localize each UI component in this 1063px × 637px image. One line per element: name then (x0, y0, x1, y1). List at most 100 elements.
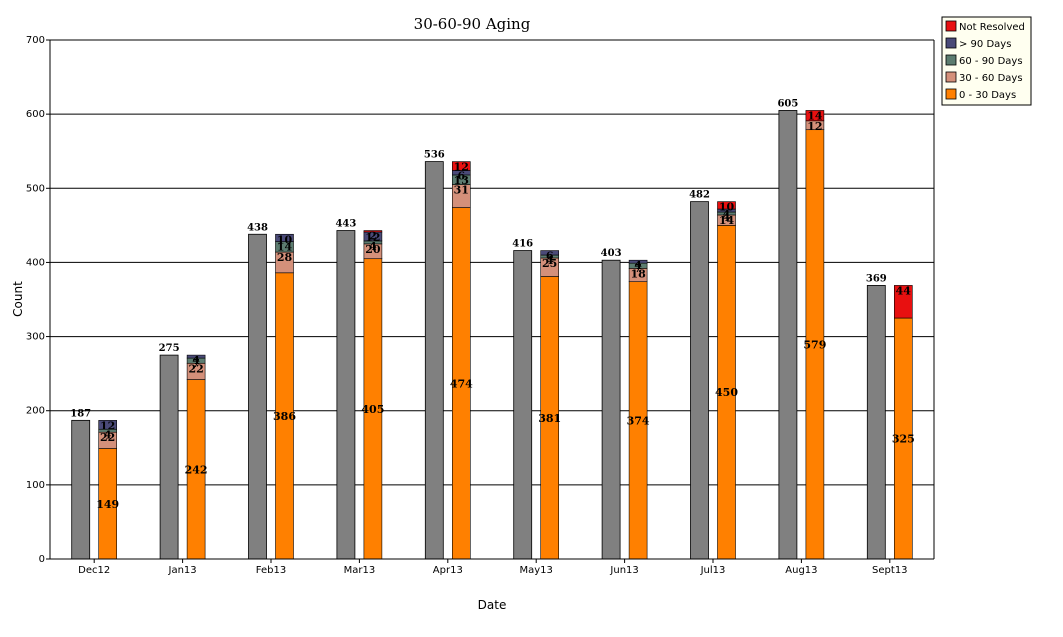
y-tick-label: 400 (26, 257, 45, 268)
segment-value-label: 4 (723, 208, 731, 221)
segment-value-label: 4 (546, 254, 554, 267)
x-tick-label: Apr13 (433, 565, 463, 576)
total-bar (424, 161, 444, 560)
x-tick-label: Jun13 (609, 565, 638, 576)
legend-swatch (945, 88, 957, 100)
legend-label: Not Resolved (959, 22, 1025, 33)
stack-segment (363, 230, 383, 233)
x-axis-label: Date (478, 598, 507, 612)
segment-value-label: 4 (104, 428, 112, 441)
legend-label: 60 - 90 Days (959, 56, 1023, 67)
segment-value-label: 44 (896, 284, 912, 297)
legend-label: > 90 Days (959, 39, 1011, 50)
total-bar-label: 438 (247, 222, 268, 233)
legend-swatch (945, 71, 957, 83)
x-tick-label: Mar13 (344, 565, 376, 576)
legend-swatch (945, 54, 957, 66)
segment-value-label: 12 (454, 161, 469, 174)
total-bar (866, 285, 886, 560)
segment-value-label: 4 (192, 354, 200, 367)
y-tick-label: 0 (39, 554, 45, 565)
segment-value-label: 6 (546, 250, 554, 263)
stack-segment (540, 250, 560, 256)
x-tick-label: Aug13 (785, 565, 817, 576)
x-tick-label: Jul13 (700, 565, 726, 576)
segment-value-label: 374 (627, 414, 650, 427)
segment-value-label: 12 (807, 120, 822, 133)
segment-value-label: 10 (719, 201, 735, 214)
segment-value-label: 14 (719, 214, 735, 227)
total-bar-label: 403 (601, 248, 622, 259)
segment-value-label: 20 (365, 243, 381, 256)
y-axis-label: Count (11, 281, 25, 317)
total-bar (71, 419, 91, 560)
segment-value-label: 2 (369, 230, 377, 243)
x-tick-label: Sept13 (872, 565, 908, 576)
y-tick-label: 200 (26, 406, 45, 417)
segment-value-label: 10 (277, 233, 293, 246)
stack-segment (451, 161, 471, 171)
stack-segment (98, 420, 117, 430)
segment-value-label: 149 (96, 498, 119, 511)
segment-value-label: 22 (100, 431, 115, 444)
segment-value-label: 13 (454, 174, 469, 187)
y-tick-label: 500 (26, 183, 45, 194)
x-tick-label: Dec12 (78, 565, 110, 576)
total-bar-label: 369 (866, 273, 887, 284)
total-bar (601, 259, 621, 560)
x-tick-label: May13 (519, 565, 552, 576)
gridlines (50, 39, 934, 559)
total-bar-label: 482 (689, 190, 710, 201)
total-bar (690, 201, 709, 560)
segment-value-label: 22 (188, 362, 203, 375)
segment-value-label: 12 (365, 231, 380, 244)
stack-segment (628, 259, 648, 264)
total-bar-label: 605 (777, 98, 798, 109)
segment-value-label: 4 (634, 259, 642, 272)
segment-value-label: 18 (630, 267, 646, 280)
total-bar-label: 416 (512, 239, 533, 250)
total-bar (513, 250, 533, 560)
y-tick-label: 100 (26, 480, 45, 491)
total-bar-label: 187 (70, 408, 91, 419)
segment-value-label: 6 (457, 169, 465, 182)
y-tick-label: 700 (26, 35, 45, 46)
segment-value-label: 474 (450, 377, 473, 390)
segment-value-label: 7 (192, 357, 200, 370)
chart-title: 30-60-90 Aging (414, 15, 531, 33)
total-bar (159, 354, 179, 560)
legend-box (941, 16, 1032, 106)
stack-segment (893, 285, 913, 319)
total-bar-label: 536 (424, 150, 445, 161)
y-tick-label: 300 (26, 332, 45, 343)
segment-value-label: 579 (803, 338, 826, 351)
segment-value-label: 4 (723, 211, 731, 224)
x-tick-label: Feb13 (256, 565, 286, 576)
segment-value-label: 14 (807, 109, 823, 122)
total-bar-label: 275 (159, 343, 180, 354)
bars: 1871492241227524222744383862814104434052… (70, 98, 915, 560)
plot-area (50, 40, 934, 559)
x-tick-label: Jan13 (168, 565, 197, 576)
legend-swatch (945, 37, 957, 49)
segment-value-label: 405 (361, 403, 384, 416)
segment-value-label: 242 (185, 463, 208, 476)
total-bar (248, 233, 267, 560)
segment-value-label: 4 (369, 240, 377, 253)
stack-segment (805, 110, 825, 122)
segment-value-label: 28 (277, 251, 293, 264)
segment-value-label: 25 (542, 257, 557, 270)
total-bar (778, 110, 798, 560)
axes: 0 100 200 300 400 500 600 700 Dec12 Jan13 Feb13 Mar… (26, 35, 935, 576)
segment-value-label: 12 (100, 419, 115, 432)
stack-segment (186, 354, 206, 359)
segment-value-label: 31 (454, 184, 469, 197)
segment-value-label: 386 (273, 410, 296, 423)
segment-value-label: 325 (892, 433, 915, 446)
legend: Not Resolved > 90 Days 60 - 90 Days 30 - 60… (941, 16, 1032, 106)
total-bar-label: 443 (335, 219, 356, 230)
y-tick-label: 600 (26, 109, 45, 120)
stack-segment (717, 201, 736, 210)
segment-value-label: 14 (277, 241, 293, 254)
